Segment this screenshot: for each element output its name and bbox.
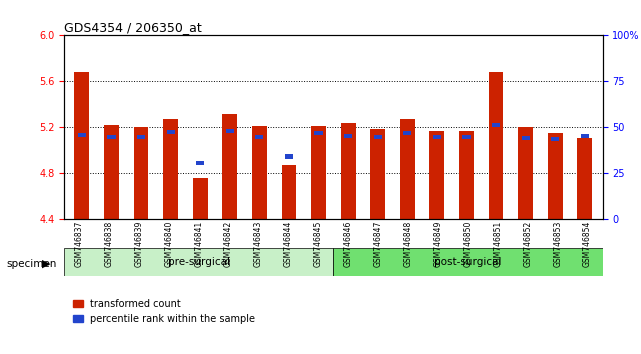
Bar <box>344 134 352 138</box>
Bar <box>429 131 444 219</box>
Bar <box>403 131 412 136</box>
FancyBboxPatch shape <box>64 248 333 276</box>
Text: specimen: specimen <box>6 259 57 269</box>
Bar <box>518 127 533 219</box>
Bar <box>374 135 382 139</box>
FancyBboxPatch shape <box>333 248 603 276</box>
Text: GSM746848: GSM746848 <box>404 221 413 267</box>
Text: GSM746852: GSM746852 <box>523 221 532 267</box>
Bar <box>226 129 234 133</box>
Text: GSM746850: GSM746850 <box>463 221 472 267</box>
Bar <box>281 165 296 219</box>
Bar <box>78 133 86 137</box>
Bar <box>104 125 119 219</box>
Text: GSM746838: GSM746838 <box>104 221 113 267</box>
Text: GSM746844: GSM746844 <box>284 221 293 267</box>
Text: ▶: ▶ <box>42 259 50 269</box>
Bar <box>315 131 322 136</box>
Bar <box>255 135 263 139</box>
Text: GSM746847: GSM746847 <box>374 221 383 267</box>
Text: post-surgical: post-surgical <box>434 257 502 267</box>
Text: GSM746853: GSM746853 <box>553 221 562 267</box>
Bar <box>578 138 592 219</box>
Bar <box>252 126 267 219</box>
Bar <box>222 114 237 219</box>
Bar <box>459 131 474 219</box>
Bar <box>167 130 174 135</box>
Bar <box>133 127 149 219</box>
Text: GSM746839: GSM746839 <box>135 221 144 267</box>
Bar <box>137 135 145 139</box>
Text: GSM746854: GSM746854 <box>583 221 592 267</box>
Bar <box>488 72 503 219</box>
Bar <box>492 124 500 127</box>
Bar <box>522 136 529 140</box>
Text: GSM746846: GSM746846 <box>344 221 353 267</box>
Bar <box>433 135 441 139</box>
Text: GSM746840: GSM746840 <box>164 221 173 267</box>
Bar <box>551 137 559 141</box>
Bar <box>107 135 115 139</box>
Bar <box>400 119 415 219</box>
Bar <box>193 178 208 219</box>
Text: GSM746843: GSM746843 <box>254 221 263 267</box>
Legend: transformed count, percentile rank within the sample: transformed count, percentile rank withi… <box>69 295 259 328</box>
Text: GSM746841: GSM746841 <box>194 221 203 267</box>
Bar <box>196 161 204 165</box>
Text: GSM746837: GSM746837 <box>74 221 83 267</box>
Text: GSM746851: GSM746851 <box>494 221 503 267</box>
Bar <box>370 129 385 219</box>
Bar <box>311 126 326 219</box>
Bar <box>285 154 293 159</box>
Text: GSM746845: GSM746845 <box>314 221 323 267</box>
Text: GSM746849: GSM746849 <box>433 221 442 267</box>
Text: GSM746842: GSM746842 <box>224 221 233 267</box>
Bar <box>341 123 356 219</box>
Bar <box>74 72 89 219</box>
Bar <box>581 134 589 138</box>
Bar <box>548 133 563 219</box>
Text: pre-surgical: pre-surgical <box>168 257 229 267</box>
Bar <box>462 135 470 139</box>
Bar <box>163 119 178 219</box>
Text: GDS4354 / 206350_at: GDS4354 / 206350_at <box>64 21 202 34</box>
